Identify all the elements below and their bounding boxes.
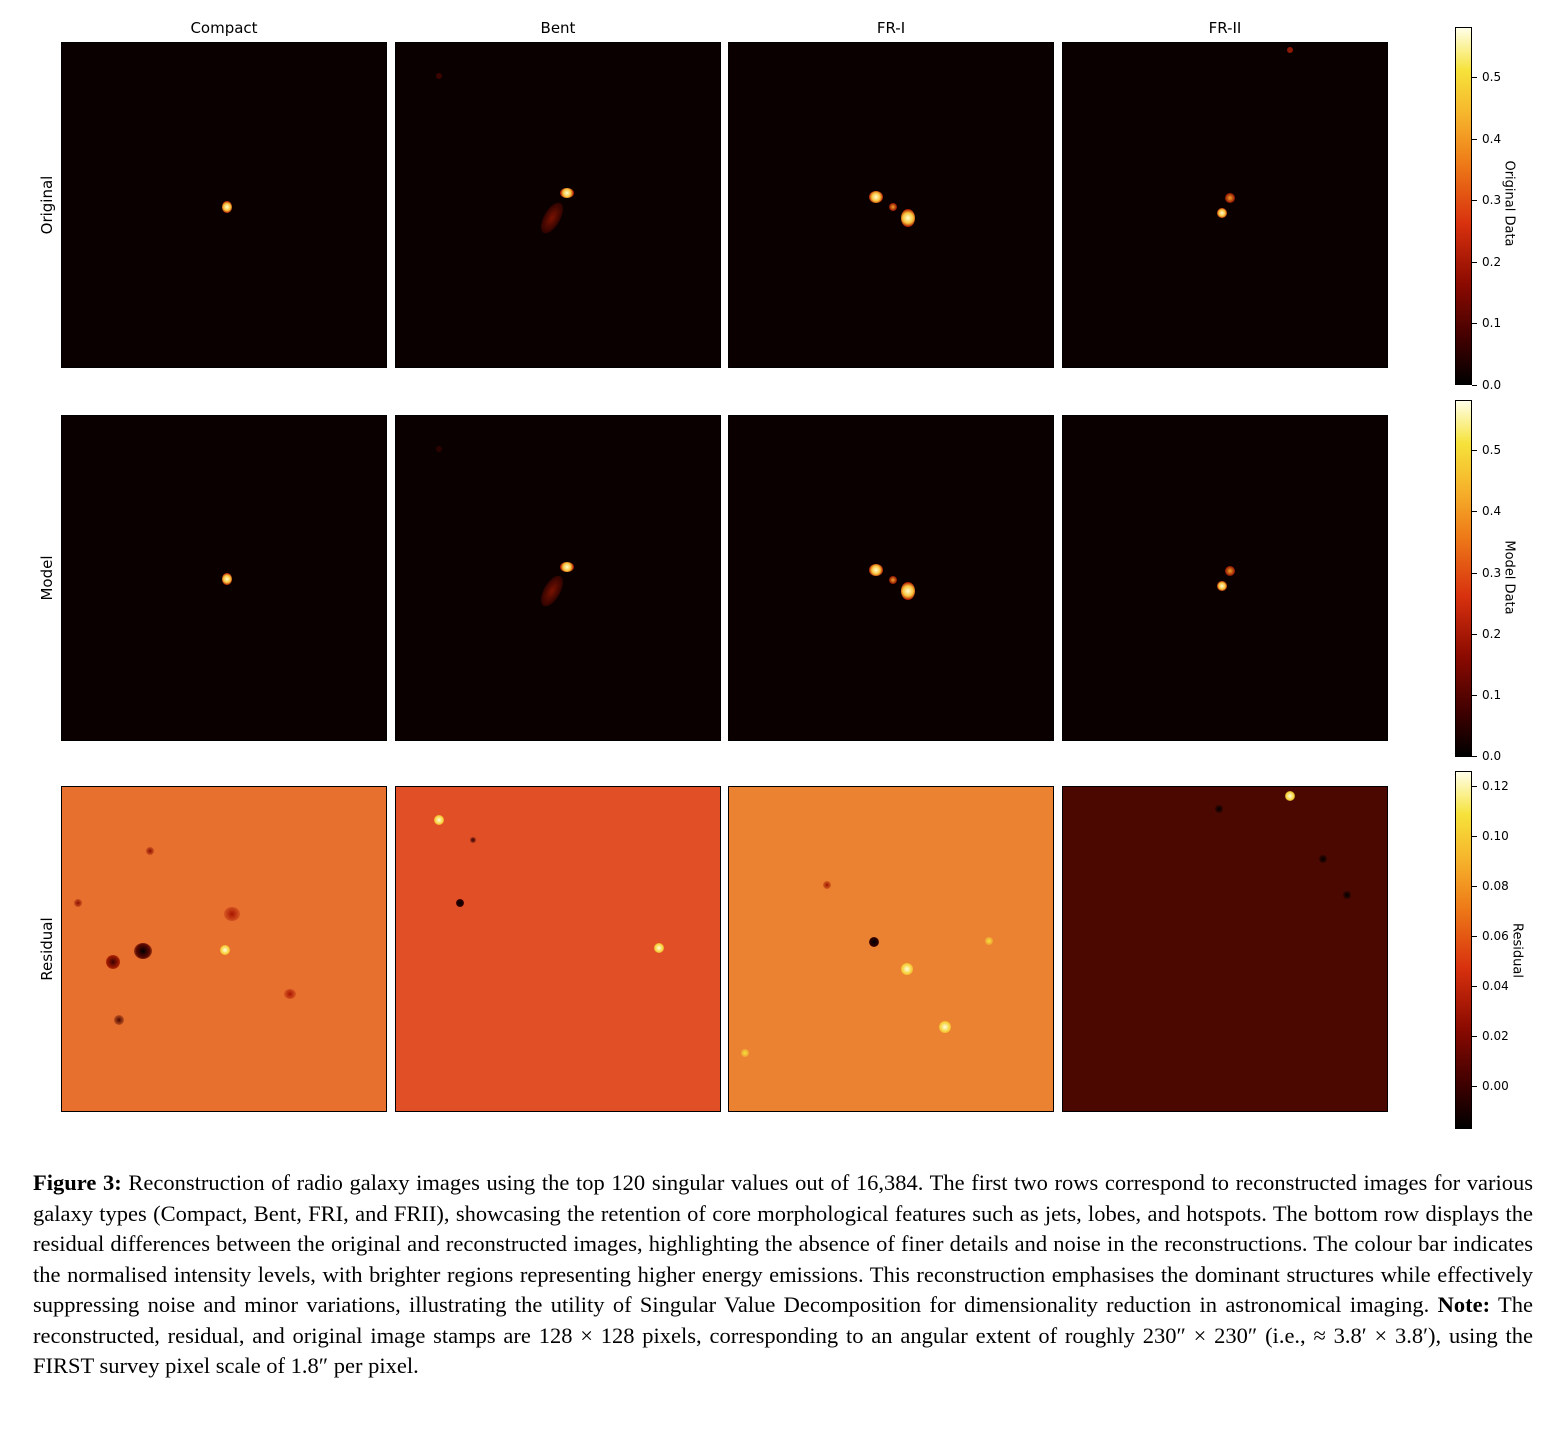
row-label-model: Model: [38, 555, 56, 601]
colorbar-residual-tick: 0.04: [1472, 980, 1509, 992]
colorbar-model-label: Model Data: [1501, 540, 1517, 615]
image-model-fr-i: [728, 415, 1054, 741]
figure-label: Figure 3:: [33, 1170, 122, 1195]
image-residual-fr-ii: [1062, 786, 1388, 1112]
image-original-compact: [61, 42, 387, 368]
colorbar-original: [1455, 27, 1472, 385]
image-residual-fr-i: [728, 786, 1054, 1112]
colorbar-model-tick: 0.2: [1472, 628, 1501, 640]
colorbar-residual-tick: 0.06: [1472, 930, 1509, 942]
colorbar-model-tick: 0.5: [1472, 444, 1501, 456]
image-original-fr-ii: [1062, 42, 1388, 368]
colorbar-residual-tick: 0.00: [1472, 1080, 1509, 1092]
note-text: The reconstructed, residual, and origina…: [33, 1292, 1534, 1378]
colorbar-residual-tick: 0.12: [1472, 780, 1509, 792]
image-residual-bent: [395, 786, 721, 1112]
column-title-bent: Bent: [540, 19, 576, 37]
colorbar-residual: [1455, 771, 1472, 1129]
colorbar-model: [1455, 400, 1472, 757]
row-label-residual: Residual: [38, 917, 56, 981]
colorbar-model-tick: 0.4: [1472, 505, 1501, 517]
colorbar-original-tick: 0.2: [1472, 256, 1501, 268]
colorbar-model-tick: 0.0: [1472, 750, 1501, 762]
column-title-fr-i: FR-I: [876, 19, 906, 37]
image-model-compact: [61, 415, 387, 741]
image-residual-compact: [61, 786, 387, 1112]
note-label: Note:: [1437, 1292, 1491, 1317]
colorbar-original-tick: 0.3: [1472, 194, 1501, 206]
image-model-fr-ii: [1062, 415, 1388, 741]
colorbar-residual-tick: 0.02: [1472, 1030, 1509, 1042]
image-model-bent: [395, 415, 721, 741]
colorbar-model-tick: 0.3: [1472, 567, 1501, 579]
figure-caption: Figure 3: Reconstruction of radio galaxy…: [33, 1168, 1533, 1382]
colorbar-residual-tick: 0.10: [1472, 830, 1509, 842]
caption-text: Reconstruction of radio galaxy images us…: [33, 1170, 1533, 1317]
column-title-compact: Compact: [190, 19, 258, 37]
colorbar-residual-label: Residual: [1509, 923, 1525, 978]
colorbar-original-tick: 0.5: [1472, 71, 1501, 83]
row-label-original: Original: [38, 175, 56, 235]
colorbar-original-tick: 0.1: [1472, 317, 1501, 329]
colorbar-residual-tick: 0.08: [1472, 880, 1509, 892]
column-title-fr-ii: FR-II: [1208, 19, 1242, 37]
image-original-fr-i: [728, 42, 1054, 368]
image-original-bent: [395, 42, 721, 368]
colorbar-original-tick: 0.4: [1472, 133, 1501, 145]
colorbar-original-label: Original Data: [1501, 160, 1517, 247]
colorbar-model-tick: 0.1: [1472, 689, 1501, 701]
colorbar-original-tick: 0.0: [1472, 379, 1501, 391]
